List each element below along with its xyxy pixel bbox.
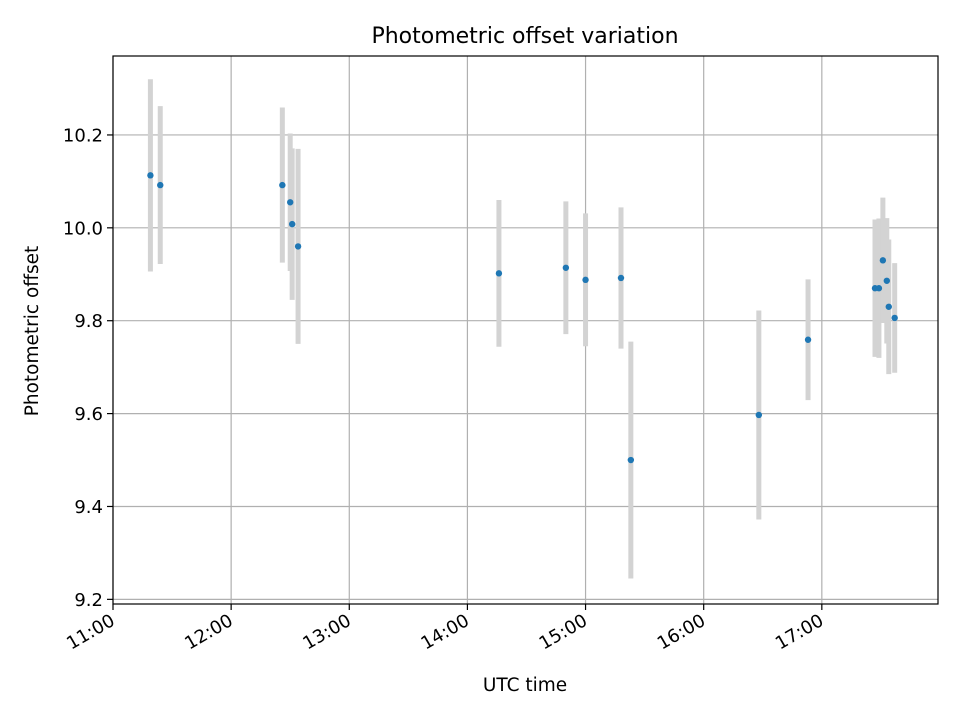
data-point [288,220,296,228]
data-point [495,270,503,277]
y-tick-label: 9.8 [74,311,103,332]
y-tick-label: 10.2 [63,125,103,146]
data-point [755,411,763,419]
data-point [891,314,898,322]
data-point [627,456,635,464]
y-tick-label: 9.2 [74,590,103,611]
y-axis-title: Photometric offset [22,246,43,417]
x-tick-label: 13:00 [299,610,354,654]
data-point [804,336,812,343]
y-tick-label: 9.4 [74,497,103,518]
data-point [294,243,302,250]
x-tick-label: 14:00 [417,610,472,654]
x-axis-title: UTC time [483,675,567,696]
chart-title: Photometric offset variation [371,24,678,49]
x-tick-label: 17:00 [772,610,827,654]
data-point [157,181,164,189]
data-point [562,264,570,271]
data-point [885,303,892,310]
axis-ticks: 11:00 12:00 13:00 14:00 15:00 16:00 17:00 9.2 9.… [63,125,827,654]
x-tick-label: 12:00 [181,610,236,654]
x-tick-label: 11:00 [63,610,118,654]
data-point [147,172,154,179]
data-point [617,274,625,282]
grid [112,56,938,604]
y-tick-label: 10.0 [63,218,103,239]
data-points [147,172,898,464]
data-point [883,277,891,284]
data-point [879,257,887,264]
y-tick-label: 9.6 [74,404,103,425]
data-point [875,285,883,292]
data-point [279,181,286,189]
plot-area-frame [112,55,939,605]
data-point [287,199,294,206]
x-tick-label: 16:00 [654,610,709,654]
error-bars [147,79,898,579]
x-tick-label: 15:00 [536,610,591,654]
data-point [582,276,589,284]
